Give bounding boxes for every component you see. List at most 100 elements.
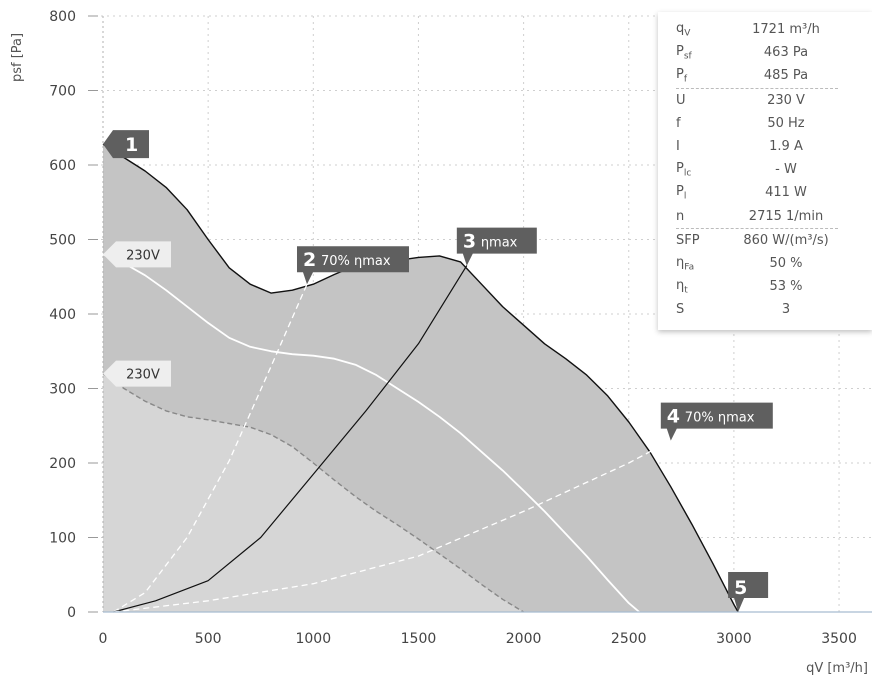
y-tick-label: 300 <box>49 382 76 398</box>
info-value: 2715 1/min <box>748 208 824 224</box>
info-symbol: I <box>676 139 680 155</box>
operating-areas <box>103 144 739 612</box>
x-tick-label: 2000 <box>506 631 542 647</box>
info-symbol-subscript: Fa <box>684 262 695 273</box>
voltage-label-text: 230V <box>126 368 160 383</box>
info-value: 411 W <box>765 185 807 201</box>
info-value: 485 Pa <box>763 68 809 84</box>
curves <box>102 143 739 613</box>
info-symbol: Pl <box>676 184 687 202</box>
voltage-label-2: 230V <box>103 360 171 387</box>
marker-number: 1 <box>125 134 138 156</box>
x-tick-label: 2500 <box>611 631 647 647</box>
electrical-group: U 230 V f 50 Hz I 1.9 A Plc - W Pl 411 W n 2715 1/m… <box>676 89 872 228</box>
info-symbol-subscript: lc <box>683 168 692 179</box>
info-row: I 1.9 A <box>676 135 872 158</box>
marker-bg <box>728 572 769 612</box>
marker-label: ηmax <box>481 236 518 251</box>
operating-point-panel: qV 1721 m³/h Psf 463 Pa Pf 485 Pa U 230 V f 50 H… <box>658 12 872 330</box>
info-symbol: SFP <box>676 232 700 248</box>
info-value: 53 % <box>769 279 803 295</box>
chart-labels: 230V 230V 1 2 70% ηmax 3 ηmax 4 70% ηmax 5 <box>103 130 773 612</box>
info-row: Pl 411 W <box>676 181 872 204</box>
marker-number: 3 <box>463 231 476 253</box>
info-symbol: S <box>676 302 685 318</box>
divider <box>676 87 838 89</box>
x-tick-label: 3000 <box>716 631 752 647</box>
divider <box>676 227 838 229</box>
info-row: f 50 Hz <box>676 112 872 135</box>
info-symbol: Pf <box>676 67 688 85</box>
info-symbol-subscript: t <box>684 285 688 296</box>
info-symbol: qV <box>676 20 691 39</box>
info-row: SFP 860 W/(m³/s) <box>676 229 872 252</box>
x-tick-label: 1000 <box>295 631 331 647</box>
y-tick-label: 400 <box>49 307 76 323</box>
marker-3: 3 ηmax <box>456 227 537 266</box>
max-curve <box>102 143 739 613</box>
info-symbol: ηt <box>676 277 688 296</box>
system-curve-2 <box>113 283 308 613</box>
info-symbol-subscript: f <box>683 74 688 85</box>
y-axis-title: psf [Pa] <box>10 33 25 82</box>
marker-4: 4 70% ηmax <box>660 402 773 441</box>
info-row: Pf 485 Pa <box>676 64 872 87</box>
marker-bg <box>296 246 409 285</box>
info-symbol: Psf <box>676 43 692 62</box>
info-row: Psf 463 Pa <box>676 41 872 64</box>
marker-1: 1 <box>103 130 149 159</box>
marker-bg <box>456 227 537 266</box>
marker-label: 70% ηmax <box>685 411 755 426</box>
info-value: 1.9 A <box>769 139 803 155</box>
marker-number: 2 <box>303 249 316 271</box>
x-tick-label: 500 <box>195 631 222 647</box>
info-symbol: f <box>676 115 681 131</box>
voltage-label-text: 230V <box>126 248 160 263</box>
marker-number: 4 <box>667 406 680 428</box>
marker-2: 2 70% ηmax <box>296 246 409 285</box>
voltage-label-bg <box>103 241 171 268</box>
info-row: n 2715 1/min <box>676 205 872 228</box>
info-row: qV 1721 m³/h <box>676 18 872 41</box>
x-tick-label: 3500 <box>821 631 857 647</box>
voltage-label-bg <box>103 360 171 387</box>
info-symbol: U <box>676 92 686 108</box>
y-tick-label: 700 <box>49 84 76 100</box>
info-value: 50 % <box>769 255 803 271</box>
efficiency-group: SFP 860 W/(m³/s) ηFa 50 % ηt 53 % S 3 <box>676 229 872 322</box>
info-value: 230 V <box>767 92 805 108</box>
info-value: 463 Pa <box>763 45 809 61</box>
y-tick-label: 0 <box>67 605 76 621</box>
marker-number: 5 <box>734 577 747 599</box>
info-symbol: n <box>676 208 685 224</box>
marker-5: 5 <box>728 572 769 612</box>
system-curve-3 <box>113 265 468 613</box>
230V-curve-low <box>102 373 524 613</box>
info-symbol-subscript: sf <box>683 51 692 62</box>
info-row: U 230 V <box>676 89 872 112</box>
flow-pressure-group: qV 1721 m³/h Psf 463 Pa Pf 485 Pa <box>676 18 872 88</box>
y-tick-label: 200 <box>49 456 76 472</box>
y-tick-label: 800 <box>49 9 76 25</box>
info-row: ηFa 50 % <box>676 252 872 275</box>
info-value: 860 W/(m³/s) <box>743 232 829 248</box>
info-row: ηt 53 % <box>676 275 872 298</box>
marker-bg <box>103 130 149 159</box>
y-tick-label: 100 <box>49 531 76 547</box>
info-value: 1721 m³/h <box>752 22 820 38</box>
axes: 0 100 200 300 400 500 600 700 800 0 500 1000 1500 200… <box>49 9 872 647</box>
info-symbol-subscript: l <box>683 191 687 202</box>
marker-label: 70% ηmax <box>321 254 391 269</box>
x-tick-label: 0 <box>99 631 108 647</box>
info-value: 50 Hz <box>767 115 805 131</box>
low-operating-area <box>103 373 524 612</box>
info-symbol-subscript: V <box>684 28 691 39</box>
y-tick-label: 600 <box>49 158 76 174</box>
y-tick-label: 500 <box>49 233 76 249</box>
info-value: - W <box>775 162 797 178</box>
system-curve-4 <box>113 440 672 613</box>
info-value: 3 <box>781 302 791 318</box>
info-symbol: Plc <box>676 160 692 179</box>
